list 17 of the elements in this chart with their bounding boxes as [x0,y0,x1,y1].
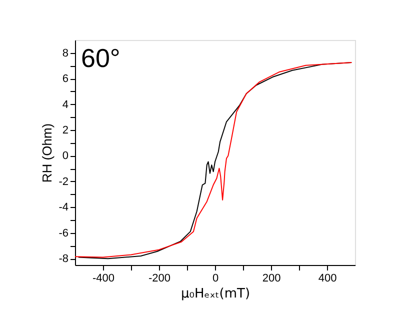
x-tick-label: 200 [262,272,281,284]
y-tick-label: 0 [62,150,68,162]
x-tick-label: -400 [92,272,115,284]
y-tick-label: -6 [58,227,68,240]
y-tick-label: 8 [62,47,68,60]
y-tick-label: -4 [58,202,68,214]
y-tick-label: 6 [62,73,68,86]
annotation: 60° [81,43,120,73]
x-tick-label: 400 [318,272,337,284]
x-axis-title: μ₀Hₑₓₜ(mT) [180,286,250,302]
y-tick-label: -8 [58,253,68,266]
x-tick-label: 0 [212,272,219,284]
y-tick-label: -2 [58,176,68,188]
y-axis-title: RH (Ohm) [40,123,55,183]
x-tick-label: -200 [148,272,171,284]
y-tick-label: 4 [62,98,68,111]
y-tick-label: 2 [62,124,68,136]
